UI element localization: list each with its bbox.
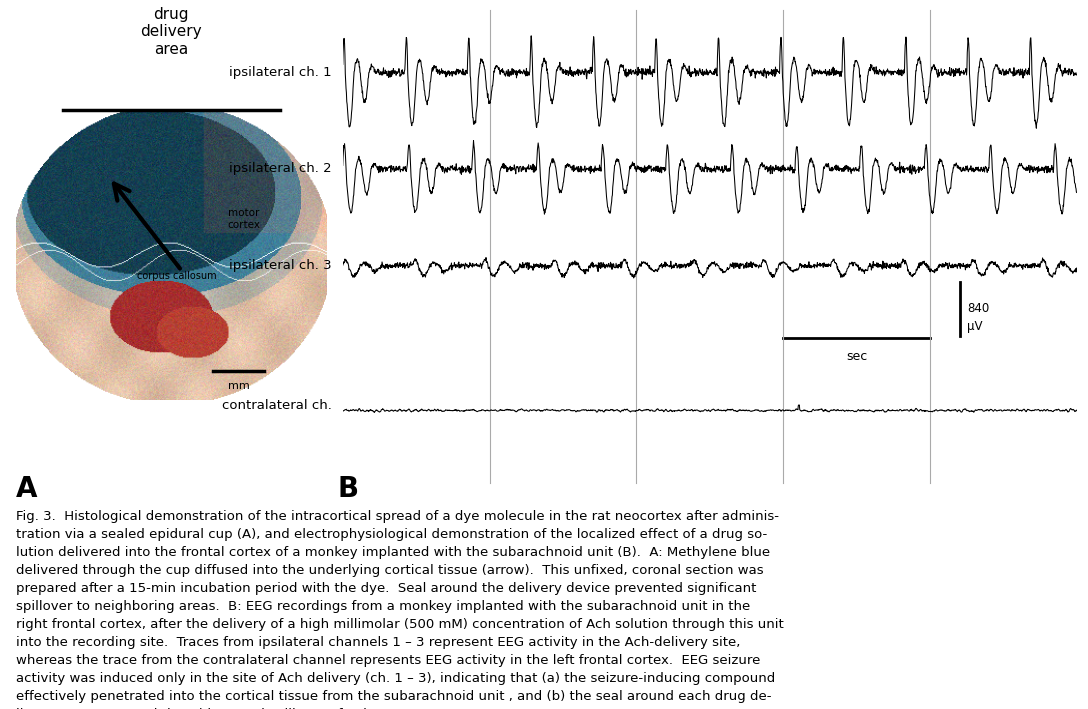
Text: contralateral ch.: contralateral ch.: [222, 399, 332, 412]
Text: ipsilateral ch. 3: ipsilateral ch. 3: [230, 259, 332, 272]
Text: A: A: [16, 476, 38, 503]
Text: corpus callosum: corpus callosum: [137, 271, 217, 281]
Text: ipsilateral ch. 1: ipsilateral ch. 1: [230, 66, 332, 79]
Text: mm: mm: [227, 381, 249, 391]
Text: sec: sec: [846, 350, 867, 363]
Text: motor
cortex: motor cortex: [227, 208, 260, 230]
Text: Fig. 3.  Histological demonstration of the intracortical spread of a dye molecul: Fig. 3. Histological demonstration of th…: [16, 510, 784, 709]
Text: ipsilateral ch. 2: ipsilateral ch. 2: [230, 162, 332, 176]
Text: B: B: [337, 476, 358, 503]
Text: drug
delivery
area: drug delivery area: [140, 7, 202, 57]
Text: 840: 840: [967, 303, 989, 316]
Text: μV: μV: [967, 320, 982, 333]
